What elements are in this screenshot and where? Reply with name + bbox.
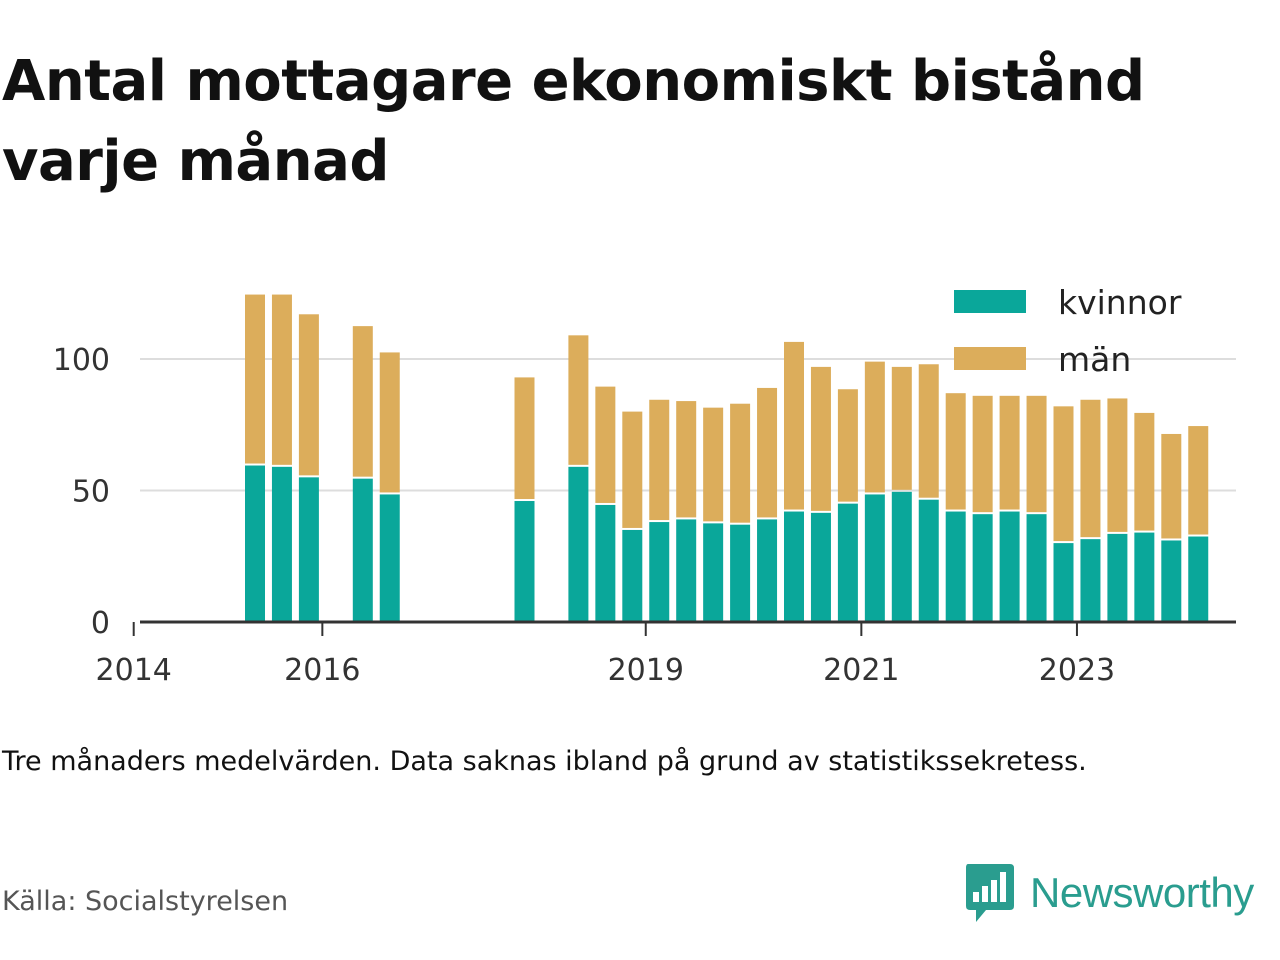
bar-man (514, 377, 535, 500)
bar-kvinnor (271, 466, 292, 622)
bar-kvinnor (784, 511, 804, 622)
bar-man (1026, 395, 1047, 513)
bar-kvinnor (595, 504, 616, 622)
bar-man (379, 352, 400, 493)
bar-kvinnor (1080, 539, 1101, 622)
y-tick-label: 0 (91, 606, 110, 641)
y-tick-label: 100 (53, 343, 110, 378)
x-tick-label: 2019 (608, 653, 684, 688)
legend-label-man: män (1058, 340, 1131, 379)
bar-man (1080, 399, 1101, 538)
legend-swatch-man (954, 347, 1026, 370)
brand: Newsworthy (964, 862, 1254, 924)
bar-man (298, 314, 319, 476)
bar-kvinnor (1161, 540, 1182, 622)
bar-man (891, 366, 912, 490)
bar-man (1188, 426, 1209, 535)
bar-man (352, 326, 373, 477)
newsworthy-logo-icon (966, 864, 1014, 922)
bar-kvinnor (649, 522, 670, 622)
bar-kvinnor (622, 529, 643, 622)
bar-kvinnor (568, 466, 589, 622)
bar-kvinnor (891, 491, 912, 622)
bar-kvinnor (676, 519, 697, 622)
bar-man (810, 366, 831, 511)
y-axis-tick-labels: 0 50 100 (53, 343, 110, 641)
legend: kvinnor män (954, 283, 1182, 379)
bar-man (649, 399, 670, 521)
bar-man (703, 407, 724, 522)
bar-kvinnor (1026, 514, 1047, 622)
x-axis: 2014 2016 2019 2021 2023 (96, 620, 1236, 688)
bar-kvinnor (379, 494, 400, 622)
bar-kvinnor (1134, 532, 1155, 622)
legend-swatch-kvinnor (954, 290, 1026, 313)
bar-man (245, 294, 265, 464)
bar-kvinnor (298, 477, 319, 622)
x-tick-label: 2014 (96, 653, 172, 688)
bar-kvinnor (864, 494, 885, 622)
bar-man (1134, 412, 1155, 531)
bar-man (1107, 398, 1128, 532)
bar-man (595, 386, 616, 503)
bar-man (271, 294, 292, 465)
bar-kvinnor (1053, 543, 1074, 622)
bar-kvinnor (352, 478, 373, 622)
bar-man (1161, 433, 1182, 539)
x-tick-label: 2021 (823, 653, 899, 688)
bar-kvinnor (918, 499, 939, 622)
bar-man (568, 335, 589, 465)
bar-kvinnor (945, 511, 966, 622)
bar-kvinnor (703, 523, 724, 622)
bar-kvinnor (757, 519, 778, 622)
bar-kvinnor (837, 503, 858, 622)
bar-kvinnor (1107, 533, 1128, 622)
bar-man (945, 393, 966, 510)
y-tick-label: 50 (72, 475, 110, 510)
bar-kvinnor (245, 465, 265, 622)
brand-name: Newsworthy (1030, 869, 1254, 916)
bar-man (972, 395, 993, 513)
bar-man (676, 401, 697, 518)
legend-label-kvinnor: kvinnor (1058, 283, 1182, 322)
bar-man (757, 387, 778, 518)
x-tick-label: 2023 (1039, 653, 1115, 688)
bar-kvinnor (999, 511, 1020, 622)
chart-title: Antal mottagare ekonomiskt bistånd varje… (2, 49, 1145, 194)
bar-kvinnor (730, 524, 751, 622)
bar-kvinnor (810, 512, 831, 622)
bars (245, 294, 1209, 622)
chart-note: Tre månaders medelvärden. Data saknas ib… (2, 746, 1087, 777)
bar-man (784, 341, 804, 510)
bar-man (622, 411, 643, 528)
bar-man (864, 361, 885, 493)
x-tick-label: 2016 (284, 653, 360, 688)
bar-man (837, 389, 858, 502)
bar-kvinnor (1188, 536, 1209, 622)
bar-man (1053, 406, 1074, 542)
bar-man (730, 403, 751, 523)
source-text: Källa: Socialstyrelsen (2, 886, 289, 917)
bar-kvinnor (972, 514, 993, 622)
bar-kvinnor (514, 501, 535, 622)
bar-man (918, 364, 939, 498)
stacked-bar-chart: 0 50 100 2014 2016 2019 2021 2023 kvinnor män (53, 283, 1236, 688)
bar-man (999, 395, 1020, 510)
